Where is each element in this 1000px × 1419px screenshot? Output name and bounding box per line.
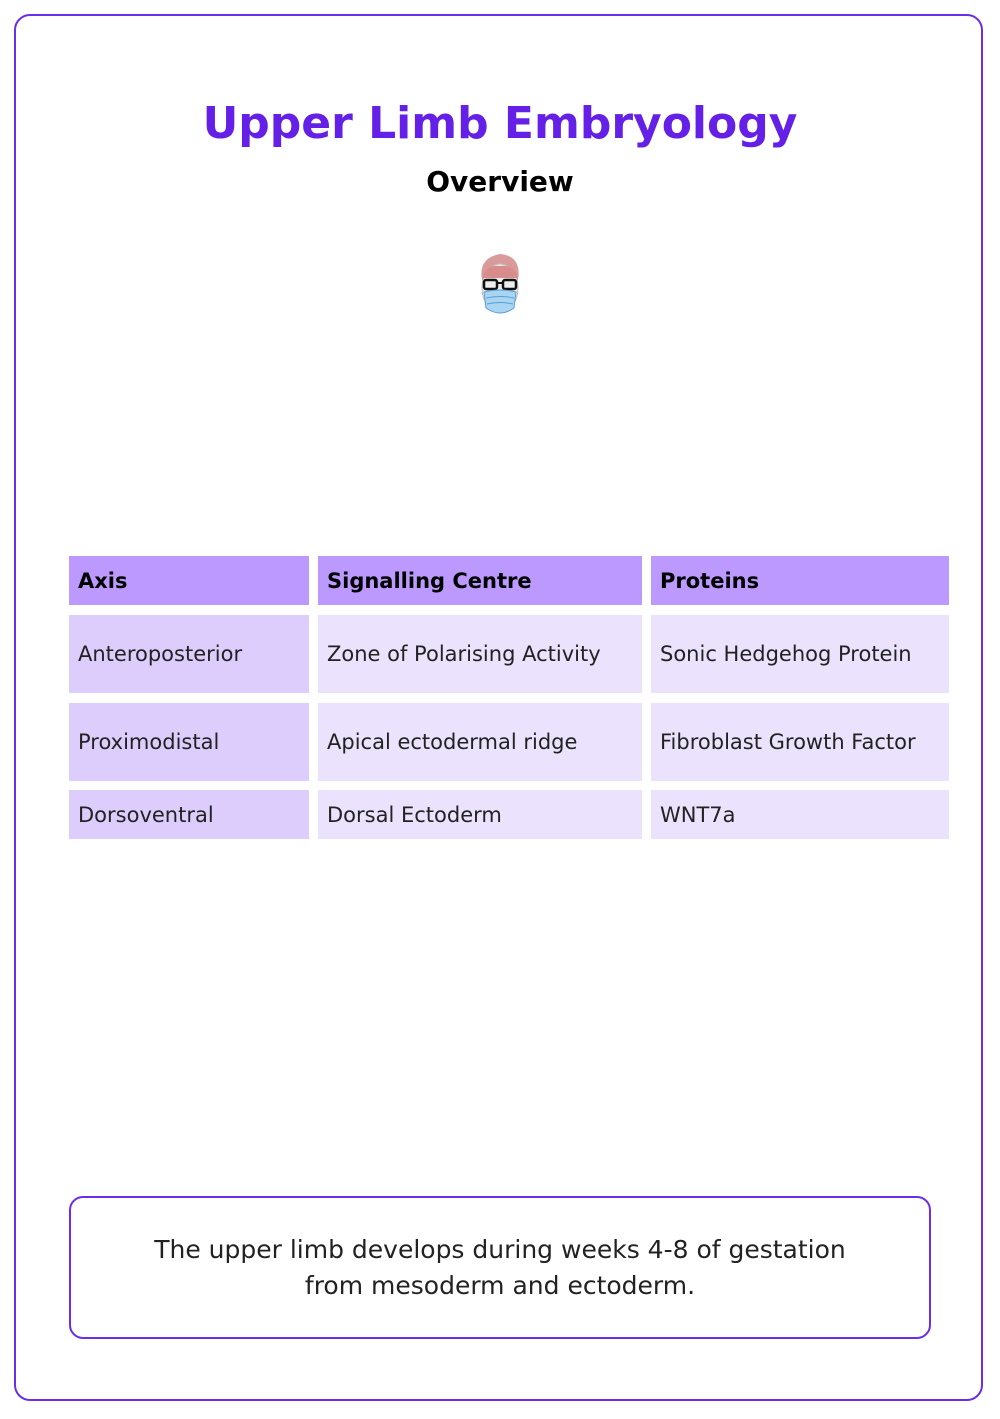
table-cell: Fibroblast Growth Factor [651, 703, 949, 781]
table-cell: Apical ectodermal ridge [318, 703, 642, 781]
table-cell: Dorsoventral [69, 790, 309, 839]
doctor-logo-icon [481, 254, 519, 314]
header-axis: Axis [69, 556, 309, 605]
table-cell: Anteroposterior [69, 615, 309, 693]
summary-note: The upper limb develops during weeks 4-8… [69, 1196, 931, 1339]
page-title: Upper Limb Embryology [202, 98, 798, 149]
summary-note-text: The upper limb develops during weeks 4-8… [154, 1234, 846, 1300]
header-signalling-centre: Signalling Centre [318, 556, 642, 605]
table-cell: Proximodistal [69, 703, 309, 781]
table-cell: Sonic Hedgehog Protein [651, 615, 949, 693]
table-cell: Zone of Polarising Activity [318, 615, 642, 693]
page-card [14, 14, 983, 1401]
page-subtitle: Overview [426, 165, 574, 198]
header-proteins: Proteins [651, 556, 949, 605]
table-cell: Dorsal Ectoderm [318, 790, 642, 839]
table-cell: WNT7a [651, 790, 949, 839]
